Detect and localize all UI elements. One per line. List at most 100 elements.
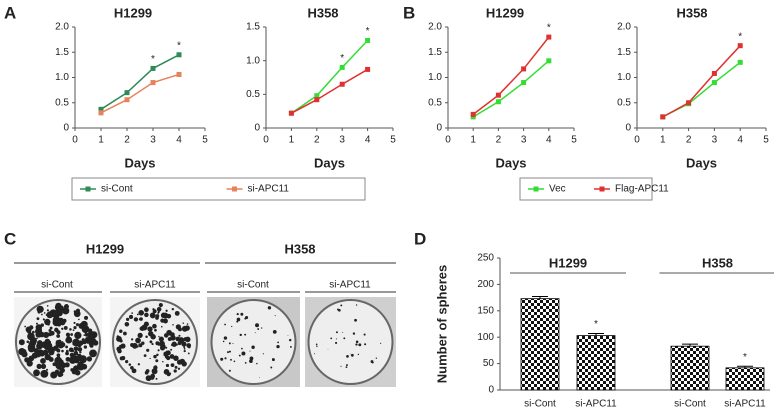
x-tick-label: 4 xyxy=(546,135,552,146)
colony xyxy=(170,348,173,351)
colony xyxy=(259,377,260,379)
colony xyxy=(40,358,46,364)
bar xyxy=(725,367,765,391)
colony xyxy=(227,351,230,354)
colony xyxy=(145,335,148,338)
colony xyxy=(126,317,130,322)
x-tick-label: 0 xyxy=(263,135,269,146)
colony xyxy=(73,346,79,352)
colony xyxy=(267,306,272,310)
colony xyxy=(183,346,186,349)
colony xyxy=(119,329,123,333)
colony xyxy=(73,326,77,330)
legend-marker xyxy=(232,186,237,192)
colony xyxy=(346,354,349,358)
colony xyxy=(65,304,68,307)
group-label: H1299 xyxy=(549,255,587,270)
colony xyxy=(39,351,45,357)
colony xyxy=(27,344,34,350)
panel-label: C xyxy=(4,229,16,248)
colony xyxy=(57,342,65,349)
colony xyxy=(375,357,378,359)
colony xyxy=(380,342,382,344)
colony xyxy=(117,347,121,351)
colony xyxy=(81,325,90,334)
colony xyxy=(271,358,275,362)
colony xyxy=(87,331,95,339)
chart-title: H358 xyxy=(307,5,338,20)
colony xyxy=(157,310,160,313)
colony xyxy=(256,362,258,365)
colony xyxy=(152,323,157,329)
colony xyxy=(92,340,99,346)
y-tick-label: 2.0 xyxy=(428,22,442,33)
series-line xyxy=(662,45,741,118)
colony xyxy=(82,359,87,363)
legend-label: si-Cont xyxy=(101,184,133,195)
colony xyxy=(65,351,69,356)
colony xyxy=(345,366,348,369)
colony xyxy=(138,343,143,348)
colony xyxy=(238,354,241,357)
colony xyxy=(183,347,186,350)
condition-label: si-APC11 xyxy=(134,280,176,291)
colony xyxy=(82,339,87,345)
dish xyxy=(112,299,198,385)
colony xyxy=(62,307,70,315)
colony xyxy=(89,349,97,358)
colony xyxy=(56,309,63,317)
colony xyxy=(173,369,177,373)
colony xyxy=(36,305,44,313)
point xyxy=(314,97,320,103)
colony xyxy=(129,314,134,320)
colony xyxy=(158,335,160,338)
y-tick-label: 0 xyxy=(254,123,260,134)
colony xyxy=(249,359,253,364)
point xyxy=(150,80,156,86)
x-axis-label: Days xyxy=(686,155,717,170)
group-label: H1299 xyxy=(86,241,124,256)
x-tick-label: 2 xyxy=(124,135,130,146)
x-tick-label: 5 xyxy=(571,135,577,146)
significance: * xyxy=(547,23,551,34)
x-tick-label: 4 xyxy=(176,135,182,146)
colony xyxy=(316,345,318,347)
colony xyxy=(176,343,178,346)
colony xyxy=(233,360,236,363)
colony xyxy=(244,333,247,336)
colony xyxy=(36,342,43,350)
point xyxy=(737,59,743,65)
condition-label: si-APC11 xyxy=(329,280,371,291)
colony xyxy=(47,341,50,345)
point xyxy=(546,34,552,40)
error-bar xyxy=(588,333,604,336)
x-tick-label: si-APC11 xyxy=(724,399,766,410)
colony xyxy=(65,356,71,362)
colony xyxy=(355,340,359,344)
series-line xyxy=(100,54,180,110)
colony xyxy=(72,329,75,332)
colony xyxy=(174,310,180,316)
colony xyxy=(371,361,374,364)
colony xyxy=(144,307,149,313)
colony xyxy=(355,343,358,346)
error-bar xyxy=(532,296,548,299)
colony xyxy=(364,343,367,346)
colony xyxy=(130,342,135,347)
colony xyxy=(228,342,231,345)
colony xyxy=(21,351,28,358)
colony xyxy=(335,338,337,340)
x-tick-label: 3 xyxy=(712,135,718,146)
colony xyxy=(53,319,56,322)
series-line xyxy=(472,36,550,115)
point xyxy=(521,80,527,86)
colony xyxy=(71,349,75,353)
colony xyxy=(249,350,251,352)
colony xyxy=(86,341,90,344)
y-tick-label: 150 xyxy=(477,305,494,316)
bar xyxy=(520,298,560,391)
colony xyxy=(123,331,127,336)
x-tick-label: 0 xyxy=(445,135,451,146)
colony xyxy=(87,338,91,342)
colony xyxy=(270,366,273,369)
